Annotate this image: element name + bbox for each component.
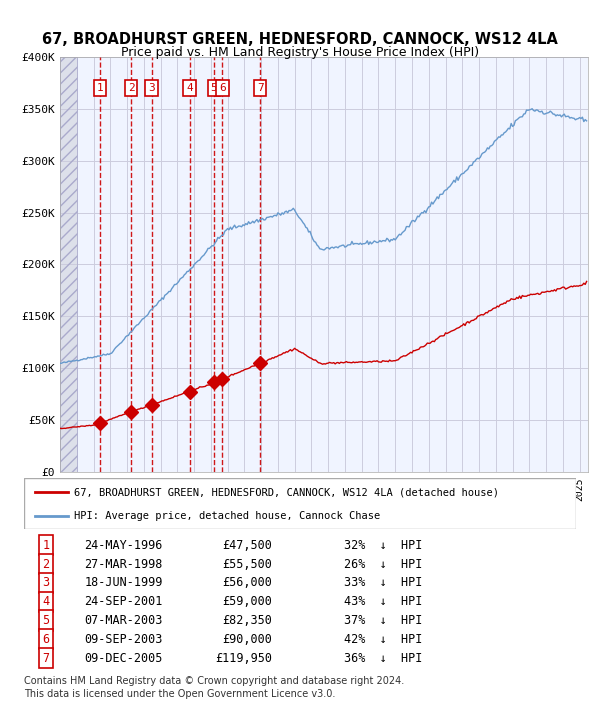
Text: 5: 5	[211, 83, 217, 93]
FancyBboxPatch shape	[24, 478, 576, 529]
Text: 36%  ↓  HPI: 36% ↓ HPI	[344, 652, 422, 665]
Text: 5: 5	[43, 614, 50, 627]
Text: 33%  ↓  HPI: 33% ↓ HPI	[344, 577, 422, 589]
Text: 1: 1	[97, 83, 103, 93]
Text: £47,500: £47,500	[223, 539, 272, 552]
Text: 4: 4	[186, 83, 193, 93]
Text: 3: 3	[43, 577, 50, 589]
Text: 4: 4	[43, 595, 50, 608]
Text: 09-SEP-2003: 09-SEP-2003	[84, 633, 163, 646]
Text: 7: 7	[43, 652, 50, 665]
Text: 37%  ↓  HPI: 37% ↓ HPI	[344, 614, 422, 627]
Text: 6: 6	[43, 633, 50, 646]
Bar	[60, 57, 77, 472]
Text: 3: 3	[148, 83, 155, 93]
Text: £82,350: £82,350	[223, 614, 272, 627]
Text: 18-JUN-1999: 18-JUN-1999	[84, 577, 163, 589]
Text: £56,000: £56,000	[223, 577, 272, 589]
Text: 2: 2	[128, 83, 134, 93]
Text: £119,950: £119,950	[215, 652, 272, 665]
Text: 42%  ↓  HPI: 42% ↓ HPI	[344, 633, 422, 646]
Text: 27-MAR-1998: 27-MAR-1998	[84, 557, 163, 571]
Text: 09-DEC-2005: 09-DEC-2005	[84, 652, 163, 665]
Text: 07-MAR-2003: 07-MAR-2003	[84, 614, 163, 627]
Text: 1: 1	[43, 539, 50, 552]
Text: Contains HM Land Registry data © Crown copyright and database right 2024.: Contains HM Land Registry data © Crown c…	[24, 676, 404, 686]
Text: £90,000: £90,000	[223, 633, 272, 646]
Text: £59,000: £59,000	[223, 595, 272, 608]
Text: Price paid vs. HM Land Registry's House Price Index (HPI): Price paid vs. HM Land Registry's House …	[121, 46, 479, 59]
Text: 24-MAY-1996: 24-MAY-1996	[84, 539, 163, 552]
Text: 26%  ↓  HPI: 26% ↓ HPI	[344, 557, 422, 571]
Text: 43%  ↓  HPI: 43% ↓ HPI	[344, 595, 422, 608]
Text: 67, BROADHURST GREEN, HEDNESFORD, CANNOCK, WS12 4LA: 67, BROADHURST GREEN, HEDNESFORD, CANNOC…	[42, 32, 558, 47]
Text: 67, BROADHURST GREEN, HEDNESFORD, CANNOCK, WS12 4LA (detached house): 67, BROADHURST GREEN, HEDNESFORD, CANNOC…	[74, 487, 499, 497]
Text: £55,500: £55,500	[223, 557, 272, 571]
Text: This data is licensed under the Open Government Licence v3.0.: This data is licensed under the Open Gov…	[24, 689, 335, 699]
Text: HPI: Average price, detached house, Cannock Chase: HPI: Average price, detached house, Cann…	[74, 511, 380, 521]
Text: 6: 6	[219, 83, 226, 93]
Bar	[60, 57, 77, 472]
Text: 24-SEP-2001: 24-SEP-2001	[84, 595, 163, 608]
Text: 32%  ↓  HPI: 32% ↓ HPI	[344, 539, 422, 552]
Text: 2: 2	[43, 557, 50, 571]
Text: 7: 7	[257, 83, 263, 93]
